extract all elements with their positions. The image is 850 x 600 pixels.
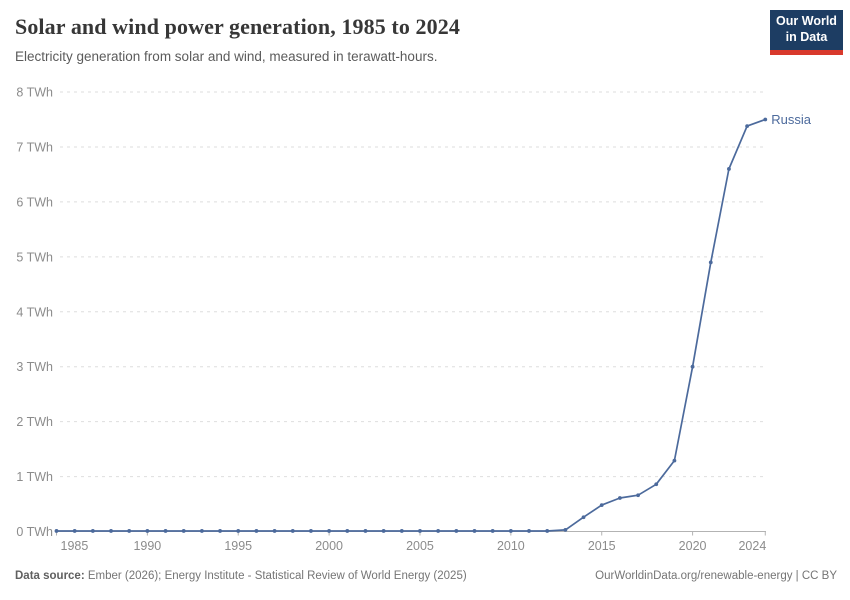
x-axis-tick-label: 2000 bbox=[315, 539, 343, 553]
data-source-label: Data source: bbox=[15, 570, 85, 582]
data-point-2023[interactable] bbox=[745, 124, 750, 129]
x-axis-tick-label: 1985 bbox=[61, 539, 89, 553]
data-point-2006[interactable] bbox=[436, 529, 441, 533]
data-point-1992[interactable] bbox=[181, 529, 186, 533]
data-point-1985[interactable] bbox=[54, 529, 59, 533]
y-axis-tick-label: 0 TWh bbox=[16, 525, 53, 539]
data-point-2020[interactable] bbox=[690, 364, 695, 369]
x-axis-tick-label: 2010 bbox=[497, 539, 525, 553]
data-point-1996[interactable] bbox=[254, 529, 259, 533]
data-point-2022[interactable] bbox=[727, 167, 731, 171]
data-point-1995[interactable] bbox=[236, 529, 241, 533]
data-point-1986[interactable] bbox=[72, 529, 77, 533]
data-point-1989[interactable] bbox=[127, 529, 132, 533]
data-point-2019[interactable] bbox=[672, 458, 677, 463]
x-axis-tick-label: 2020 bbox=[679, 539, 707, 553]
chart-footer: Data source: Ember (2026); Energy Instit… bbox=[15, 570, 837, 582]
data-point-2011[interactable] bbox=[527, 529, 531, 533]
data-point-2010[interactable] bbox=[508, 529, 513, 533]
russia-line-series[interactable] bbox=[55, 118, 767, 532]
data-point-2000[interactable] bbox=[327, 529, 332, 533]
owid-logo-line1: Our World bbox=[776, 14, 837, 28]
chart-subtitle: Electricity generation from solar and wi… bbox=[15, 49, 438, 64]
y-axis-tick-label: 6 TWh bbox=[16, 195, 53, 209]
data-point-2004[interactable] bbox=[399, 529, 404, 533]
data-point-2014[interactable] bbox=[581, 515, 586, 520]
data-source-note: Data source: Ember (2026); Energy Instit… bbox=[15, 570, 467, 582]
x-axis-tick-label: 2015 bbox=[588, 539, 616, 553]
data-point-2005[interactable] bbox=[418, 529, 422, 533]
data-point-2001[interactable] bbox=[345, 529, 350, 533]
x-axis-tick-label: 2005 bbox=[406, 539, 434, 553]
data-point-2009[interactable] bbox=[490, 529, 495, 533]
data-point-2016[interactable] bbox=[617, 496, 622, 500]
data-point-1993[interactable] bbox=[199, 529, 204, 533]
data-point-2012[interactable] bbox=[545, 529, 550, 533]
chart-header: Solar and wind power generation, 1985 to… bbox=[15, 14, 755, 64]
y-axis-tick-label: 4 TWh bbox=[16, 305, 53, 319]
y-axis-tick-label: 7 TWh bbox=[16, 140, 53, 154]
y-axis-tick-label: 5 TWh bbox=[16, 250, 53, 264]
y-axis-tick-label: 3 TWh bbox=[16, 360, 53, 374]
data-point-2008[interactable] bbox=[472, 529, 477, 533]
data-point-2017[interactable] bbox=[636, 493, 640, 498]
data-point-2018[interactable] bbox=[654, 482, 659, 487]
data-point-2015[interactable] bbox=[599, 503, 604, 508]
data-point-2007[interactable] bbox=[454, 529, 459, 533]
data-point-1991[interactable] bbox=[163, 529, 168, 533]
x-axis-tick-label: 1990 bbox=[133, 539, 161, 553]
y-axis-tick-label: 1 TWh bbox=[16, 470, 53, 484]
data-point-2021[interactable] bbox=[708, 260, 713, 265]
data-point-1998[interactable] bbox=[290, 529, 295, 533]
data-source-text: Ember (2026); Energy Institute - Statist… bbox=[84, 570, 467, 582]
x-axis-tick-label: 2024 bbox=[738, 539, 766, 553]
data-point-1988[interactable] bbox=[109, 529, 113, 533]
data-point-2003[interactable] bbox=[381, 529, 386, 533]
owid-logo-line2: in Data bbox=[785, 30, 828, 44]
data-point-1994[interactable] bbox=[218, 529, 222, 533]
data-point-1990[interactable] bbox=[145, 529, 150, 533]
data-point-1987[interactable] bbox=[90, 529, 95, 533]
y-axis-tick-label: 2 TWh bbox=[16, 415, 53, 429]
data-point-2002[interactable] bbox=[363, 529, 368, 533]
data-point-2013[interactable] bbox=[563, 527, 568, 532]
data-point-1999[interactable] bbox=[309, 529, 313, 533]
y-axis-tick-label: 8 TWh bbox=[16, 86, 53, 100]
data-point-2024[interactable] bbox=[763, 117, 768, 122]
x-axis-tick-label: 1995 bbox=[224, 539, 252, 553]
chart-title: Solar and wind power generation, 1985 to… bbox=[15, 14, 460, 39]
data-point-1997[interactable] bbox=[272, 529, 277, 533]
series-label-russia[interactable]: Russia bbox=[771, 111, 812, 127]
owid-logo[interactable]: Our World in Data bbox=[770, 10, 843, 55]
attribution-link[interactable]: OurWorldinData.org/renewable-energy | CC… bbox=[595, 570, 837, 582]
